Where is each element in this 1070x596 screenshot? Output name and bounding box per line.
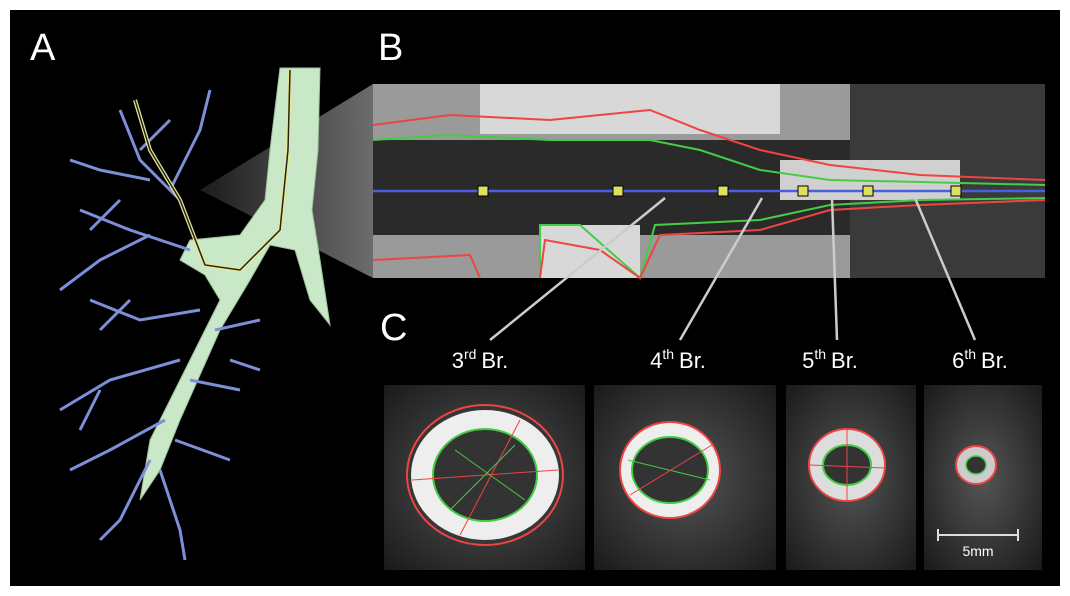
- figure: A B C 5mm 3rdBr.4thBr.5thBr.6thBr.: [0, 0, 1070, 596]
- panel-label: A: [30, 27, 56, 69]
- branch-number: 6: [952, 348, 964, 373]
- branch-suffix: th: [662, 346, 674, 362]
- branch-number: 4: [650, 348, 662, 373]
- branch-suffix: th: [814, 346, 826, 362]
- panel-label: C: [380, 307, 407, 349]
- branch-text: Br.: [831, 348, 858, 373]
- scale-label: 5mm: [962, 543, 993, 559]
- branch-text: Br.: [679, 348, 706, 373]
- straightened-ct: [373, 84, 1045, 278]
- branch-suffix: rd: [464, 346, 476, 362]
- panel-label: B: [378, 27, 403, 69]
- branch-number: 3: [452, 348, 464, 373]
- branch-text: Br.: [481, 348, 508, 373]
- branch-text: Br.: [981, 348, 1008, 373]
- branch-suffix: th: [964, 346, 976, 362]
- branch-number: 5: [802, 348, 814, 373]
- cross-sections: [384, 385, 1042, 570]
